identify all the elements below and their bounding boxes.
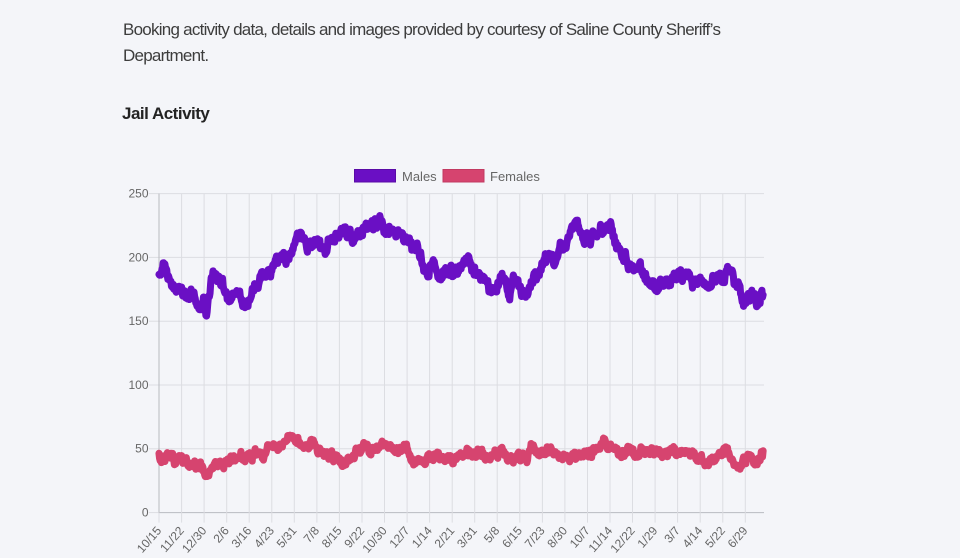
svg-text:200: 200 xyxy=(128,250,148,264)
svg-text:Females: Females xyxy=(490,169,540,184)
svg-text:Males: Males xyxy=(402,169,437,184)
svg-text:1/29: 1/29 xyxy=(634,524,660,551)
svg-text:4/23: 4/23 xyxy=(251,524,277,551)
svg-text:4/14: 4/14 xyxy=(680,524,706,551)
svg-text:10/15: 10/15 xyxy=(134,524,164,556)
svg-text:3/16: 3/16 xyxy=(229,524,255,551)
svg-text:5/22: 5/22 xyxy=(702,524,728,551)
svg-text:10/30: 10/30 xyxy=(359,524,389,556)
svg-text:12/22: 12/22 xyxy=(607,524,637,556)
svg-text:6/15: 6/15 xyxy=(499,524,525,551)
svg-text:150: 150 xyxy=(128,314,148,328)
svg-text:50: 50 xyxy=(135,442,149,456)
svg-text:6/29: 6/29 xyxy=(725,524,751,551)
svg-text:12/30: 12/30 xyxy=(179,524,209,556)
svg-text:12/7: 12/7 xyxy=(386,524,412,551)
svg-text:5/31: 5/31 xyxy=(274,524,300,551)
svg-text:3/31: 3/31 xyxy=(454,524,480,551)
svg-text:250: 250 xyxy=(128,187,148,201)
svg-text:1/14: 1/14 xyxy=(409,524,435,551)
svg-text:8/15: 8/15 xyxy=(319,524,345,551)
svg-text:100: 100 xyxy=(128,378,148,392)
svg-text:0: 0 xyxy=(142,506,149,520)
svg-text:8/30: 8/30 xyxy=(544,524,570,551)
svg-text:2/21: 2/21 xyxy=(432,524,458,551)
svg-text:7/23: 7/23 xyxy=(522,524,548,551)
